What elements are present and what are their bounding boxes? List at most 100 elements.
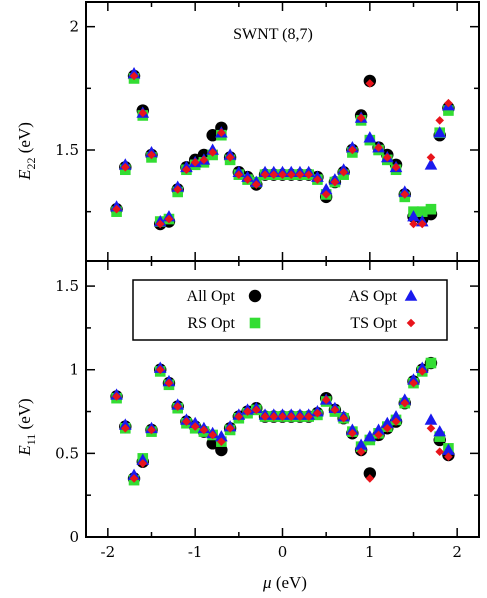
bottom-point-ts-opt <box>147 425 156 435</box>
top-point-ts-opt <box>426 153 436 162</box>
bottom-point-as-opt <box>215 430 228 442</box>
top-point-ts-opt <box>365 79 375 88</box>
top-point-as-opt <box>319 182 333 195</box>
xtick-label: 0 <box>278 543 288 561</box>
bottom-ylabel-unit: (eV) <box>15 398 34 433</box>
legend-marker-ts-opt <box>406 318 416 328</box>
top-point-ts-opt <box>286 170 296 179</box>
top-ytick-label: 1.5 <box>55 141 79 159</box>
top-point-ts-opt <box>243 175 252 184</box>
top-point-ts-opt <box>374 143 383 152</box>
top-point-ts-opt <box>234 170 244 179</box>
x-axis-label-unit: (eV) <box>272 573 307 592</box>
svg-text:E22 (eV): E22 (eV) <box>15 122 38 181</box>
legend-label-rs-opt: RS Opt <box>187 315 235 332</box>
bottom-point-ts-opt <box>208 430 217 440</box>
bottom-point-as-opt <box>442 443 455 455</box>
top-point-ts-opt <box>260 170 270 179</box>
bottom-point-ts-opt <box>330 405 340 415</box>
top-point-ts-opt <box>164 214 174 224</box>
top-point-ts-opt <box>225 153 235 162</box>
bottom-point-ts-opt <box>234 412 244 421</box>
bottom-point-ts-opt <box>339 413 348 423</box>
bottom-point-as-opt <box>433 425 446 437</box>
bottom-point-ts-opt <box>269 412 279 421</box>
bottom-point-ts-opt <box>121 423 130 433</box>
bottom-point-ts-opt <box>444 452 453 462</box>
bottom-point-ts-opt <box>173 402 182 411</box>
top-point-rs-opt <box>416 206 428 217</box>
bottom-point-ts-opt <box>252 405 261 415</box>
bottom-point-as-opt <box>389 410 403 422</box>
top-point-ts-opt <box>348 145 357 155</box>
top-point-ts-opt <box>147 150 156 160</box>
bottom-point-ts-opt <box>190 422 200 431</box>
legend: All Opt AS Opt RS Opt TS Opt <box>132 279 448 341</box>
x-axis-label-main: μ <box>262 573 272 592</box>
bottom-point-ts-opt <box>304 412 313 421</box>
top-point-ts-opt <box>295 170 305 179</box>
legend-box <box>132 279 448 341</box>
bottom-point-ts-opt <box>435 447 444 456</box>
bottom-point-ts-opt <box>217 437 226 446</box>
top-point-ts-opt <box>321 190 331 199</box>
top-point-ts-opt <box>409 219 418 229</box>
top-point-ts-opt <box>199 155 209 165</box>
bottom-panel-ticks: 0 0.5 1 1.5 -2 -1 0 1 2 <box>55 261 479 561</box>
bottom-point-ts-opt <box>225 423 235 433</box>
legend-marker-all-opt <box>248 289 262 303</box>
top-ylabel-sub: 22 <box>24 158 38 170</box>
bottom-point-all-opt <box>363 467 377 480</box>
bottom-point-rs-opt <box>425 357 437 369</box>
bottom-point-ts-opt <box>365 474 375 483</box>
top-point-ts-opt <box>435 116 444 125</box>
bottom-point-ts-opt <box>409 378 418 388</box>
top-point-ts-opt <box>330 177 340 187</box>
top-point-as-opt <box>424 158 438 170</box>
bottom-point-ts-opt <box>112 392 121 401</box>
top-point-ts-opt <box>400 190 410 199</box>
bottom-ytick-label: 1 <box>69 361 79 379</box>
top-point-ts-opt <box>138 108 148 118</box>
bottom-panel-points <box>110 356 455 486</box>
top-panel-title: SWNT (8,7) <box>233 26 313 43</box>
legend-marker-rs-opt <box>249 317 261 329</box>
bottom-ylabel: E11 (eV) <box>15 398 38 456</box>
bottom-ytick-label: 0.5 <box>55 444 79 462</box>
top-point-ts-opt <box>339 167 348 177</box>
top-panel-points <box>110 67 455 231</box>
xtick-label: 2 <box>452 543 462 561</box>
top-point-ts-opt <box>182 165 191 175</box>
bottom-point-ts-opt <box>383 423 392 433</box>
bottom-point-as-opt <box>372 423 385 435</box>
bottom-point-ts-opt <box>400 398 410 408</box>
bottom-ylabel-main: E <box>15 445 34 457</box>
legend-label-ts-opt: TS Opt <box>350 315 397 332</box>
legend-label-all-opt: All Opt <box>187 288 236 305</box>
bottom-point-ts-opt <box>295 412 305 421</box>
bottom-point-ts-opt <box>278 412 287 421</box>
legend-items: All Opt AS Opt RS Opt TS Opt <box>187 288 418 332</box>
top-point-ts-opt <box>155 219 165 229</box>
top-point-as-opt <box>363 131 377 143</box>
top-point-ts-opt <box>383 153 392 162</box>
top-point-as-opt <box>433 126 446 138</box>
bottom-point-ts-opt <box>426 423 436 433</box>
top-point-ts-opt <box>121 162 130 172</box>
top-point-rs-opt <box>443 105 454 116</box>
bottom-point-ts-opt <box>417 367 427 376</box>
bottom-ytick-label: 1.5 <box>55 277 79 295</box>
top-point-ts-opt <box>252 180 261 189</box>
bottom-point-ts-opt <box>286 412 296 421</box>
bottom-point-ts-opt <box>356 447 366 456</box>
top-point-ts-opt <box>278 170 287 179</box>
bottom-point-ts-opt <box>348 428 357 438</box>
xtick-label: -2 <box>101 543 116 561</box>
bottom-point-rs-opt <box>434 431 445 442</box>
top-point-ts-opt <box>444 98 453 108</box>
bottom-point-ts-opt <box>138 459 148 468</box>
x-axis-label: μ (eV) <box>262 573 307 592</box>
top-point-ts-opt <box>391 162 401 172</box>
bottom-ylabel-sub: 11 <box>24 434 38 446</box>
